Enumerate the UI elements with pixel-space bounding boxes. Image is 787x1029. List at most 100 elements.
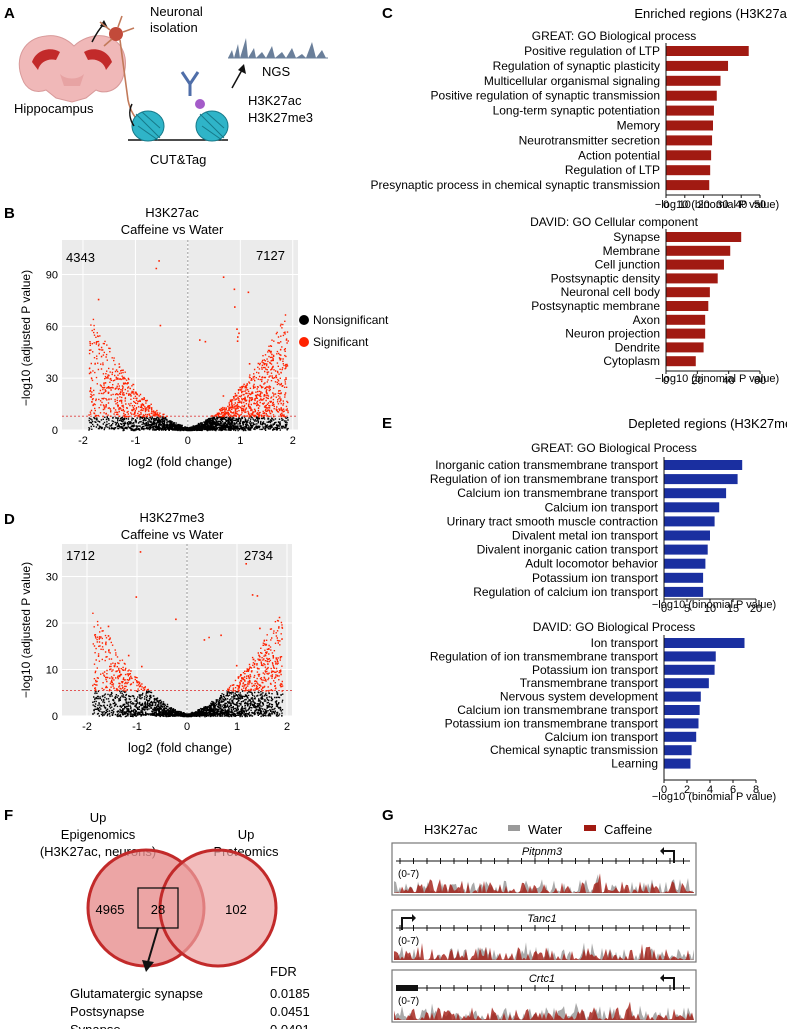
bar	[666, 259, 724, 270]
caffeine-signal	[394, 873, 694, 893]
legend-caffeine-swatch	[584, 825, 596, 831]
x-tick-label: 60	[754, 375, 766, 387]
bar	[664, 572, 704, 583]
fdr-term-name: Postsynapse	[70, 1004, 144, 1019]
bar-label: Action potential	[578, 148, 660, 162]
significant-points	[92, 551, 284, 692]
bar	[664, 718, 699, 729]
bar	[666, 180, 710, 191]
x-tick-label: 20	[697, 199, 709, 211]
chart-title: Depleted regions (H3K27me3)	[628, 416, 787, 431]
x-tick-label: 2	[684, 784, 690, 796]
mark-label-me3: H3K27me3	[248, 110, 313, 125]
bar-label: Adult locomotor behavior	[525, 557, 658, 571]
hippocampus-label: Hippocampus	[14, 101, 94, 116]
bar	[666, 273, 718, 284]
bar	[664, 558, 706, 569]
bar-label: Learning	[611, 757, 658, 771]
x-tick-label: 4	[707, 784, 713, 796]
volcano-d-subtitle: Caffeine vs Water	[121, 527, 224, 542]
track-range-label: (0-7)	[398, 936, 419, 947]
volcano-b-count-up: 7127	[256, 248, 285, 263]
venn-right-circle	[158, 848, 278, 968]
panel-label-b: B	[4, 205, 15, 222]
mark-label-ac: H3K27ac	[248, 93, 302, 108]
bar-label: Regulation of ion transmembrane transpor…	[430, 472, 659, 486]
y-tick-label: 60	[46, 321, 58, 333]
volcano-b-subtitle: Caffeine vs Water	[121, 222, 224, 237]
bar-label: Postsynaptic density	[551, 271, 660, 285]
gene-name: Tanc1	[527, 913, 557, 925]
venn-right-count: 102	[225, 902, 247, 917]
panel-f: F Up Epigenomics (H3K27ac, neurons) Up P…	[4, 807, 310, 1029]
bar	[666, 90, 717, 101]
x-tick-label: 0	[661, 603, 667, 615]
bar	[666, 314, 706, 325]
bar-label: Regulation of calcium ion transport	[473, 585, 658, 599]
volcano-d-points	[92, 551, 284, 718]
bar	[666, 46, 749, 56]
exon-marks	[399, 858, 684, 864]
tss-arrow-icon	[401, 917, 412, 930]
volcano-d-count-down: 1712	[66, 548, 95, 563]
chart-title: Enriched regions (H3K27ac)	[634, 6, 787, 21]
panel-label-a: A	[4, 5, 15, 22]
bar	[666, 356, 696, 367]
bar-label: Nervous system development	[500, 690, 659, 704]
volcano-d-ylabel: −log10 (adjusted P value)	[19, 562, 33, 698]
y-tick-label: 90	[46, 270, 58, 282]
bar-label: Positive regulation of synaptic transmis…	[431, 89, 660, 103]
neuronal-label: Neuronal	[150, 4, 203, 19]
arrowhead-icon	[660, 847, 664, 855]
panel-g: G H3K27ac Water Caffeine Pitpnm3(0-7) Tan…	[382, 807, 697, 1023]
arrowhead-icon	[660, 974, 664, 982]
legend-water-label: Water	[528, 822, 563, 837]
volcano-d-grid	[62, 544, 292, 717]
legend-nonsignificant-dot	[299, 315, 309, 325]
bar-label: Memory	[617, 119, 660, 133]
legend-nonsignificant-label: Nonsignificant	[313, 313, 389, 327]
bar	[666, 328, 706, 339]
chart-subtitle: DAVID: GO Biological Process	[533, 620, 696, 634]
x-tick-label: 1	[234, 721, 240, 733]
panel-b: B H3K27ac Caffeine vs Water 4343 7127 0 3…	[4, 205, 389, 469]
y-tick-label: 0	[52, 711, 58, 723]
fdr-term-list: Glutamatergic synapse 0.0185 Postsynapse 0.…	[70, 986, 310, 1029]
exon-block	[396, 985, 418, 991]
bar-chart-c2: DAVID: GO Cellular componentSynapseMembr…	[530, 215, 779, 387]
x-tick-label: 0	[663, 199, 669, 211]
bar	[664, 691, 701, 702]
volcano-d-title: H3K27me3	[139, 510, 204, 525]
venn-arrow	[147, 927, 159, 963]
x-tick-label: 0	[663, 375, 669, 387]
legend-caffeine-label: Caffeine	[604, 822, 652, 837]
y-tick-label: 10	[46, 665, 58, 677]
x-tick-label: 10	[704, 603, 716, 615]
arrow-icon	[231, 69, 243, 89]
x-tick-label: 0	[661, 784, 667, 796]
bar-label: Calcium ion transport	[545, 730, 659, 744]
bar-label: Calcium ion transmembrane transport	[457, 703, 658, 717]
tss-arrow-icon	[664, 977, 675, 990]
x-tick-label: 30	[716, 199, 728, 211]
bar	[666, 301, 709, 311]
volcano-b-points	[88, 260, 289, 432]
fdr-term-name: Glutamatergic synapse	[70, 986, 203, 1001]
bar-label: Regulation of synaptic plasticity	[493, 59, 660, 73]
nucleosome-icon	[128, 99, 229, 142]
water-signal	[394, 1002, 694, 1020]
track-mark-label: H3K27ac	[424, 822, 478, 837]
bar	[664, 530, 710, 541]
bar-chart-e2: DAVID: GO Biological Process Ion transpor…	[430, 620, 776, 803]
fdr-term-name: Synapse	[70, 1022, 121, 1029]
bar-label: Neuronal cell body	[561, 285, 660, 299]
y-tick-label: 30	[46, 373, 58, 385]
panel-label-g: G	[382, 807, 394, 824]
track-pitpnm3: Pitpnm3 (0-7)	[391, 842, 697, 896]
antibody-icon	[180, 71, 200, 96]
bar-label: Synapse	[613, 230, 660, 244]
bar	[666, 150, 712, 161]
bar	[664, 651, 716, 662]
fdr-term-value: 0.0491	[270, 1022, 310, 1029]
x-tick-label: -1	[131, 435, 141, 447]
